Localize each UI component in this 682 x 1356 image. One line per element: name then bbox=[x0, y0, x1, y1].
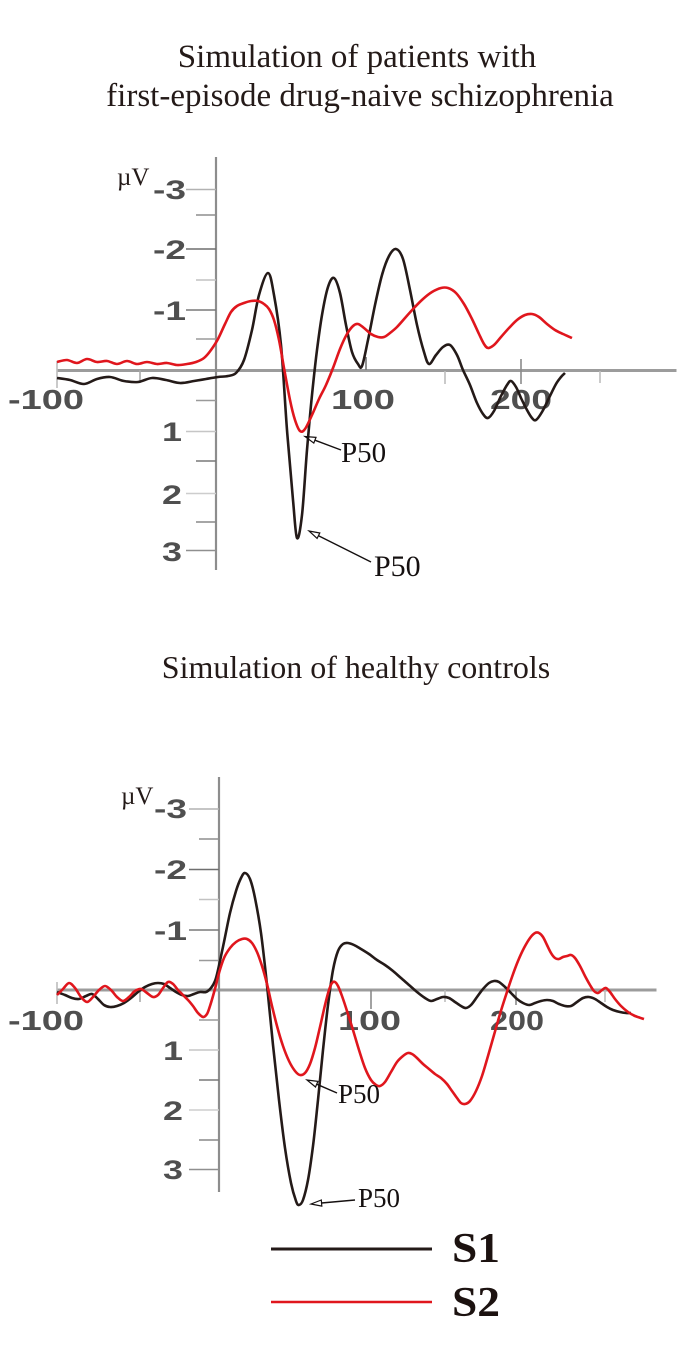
svg-text:µV: µV bbox=[117, 164, 149, 191]
svg-text:-3: -3 bbox=[154, 794, 187, 824]
svg-text:100: 100 bbox=[331, 384, 395, 415]
svg-text:Simulation of healthy controls: Simulation of healthy controls bbox=[162, 649, 550, 685]
svg-text:3: 3 bbox=[163, 1155, 183, 1185]
svg-text:-2: -2 bbox=[153, 235, 186, 265]
svg-text:-100: -100 bbox=[8, 384, 84, 415]
svg-text:3: 3 bbox=[162, 537, 182, 567]
svg-text:P50: P50 bbox=[358, 1183, 400, 1213]
svg-text:-2: -2 bbox=[154, 855, 187, 885]
svg-text:-1: -1 bbox=[154, 916, 187, 946]
svg-text:P50: P50 bbox=[374, 550, 421, 583]
svg-text:P50: P50 bbox=[338, 1079, 380, 1109]
svg-text:S2: S2 bbox=[452, 1280, 500, 1326]
svg-text:P50: P50 bbox=[341, 437, 386, 469]
svg-text:-100: -100 bbox=[8, 1005, 84, 1036]
svg-text:1: 1 bbox=[162, 417, 182, 447]
svg-text:1: 1 bbox=[163, 1036, 183, 1066]
svg-text:-3: -3 bbox=[153, 175, 186, 205]
svg-text:S1: S1 bbox=[452, 1226, 500, 1272]
svg-text:-1: -1 bbox=[153, 296, 186, 326]
svg-text:first-episode drug-naive schiz: first-episode drug-naive schizophrenia bbox=[106, 78, 614, 114]
svg-text:2: 2 bbox=[163, 1096, 183, 1126]
svg-text:µV: µV bbox=[121, 783, 153, 810]
svg-text:Simulation of patients with: Simulation of patients with bbox=[178, 39, 537, 75]
svg-text:2: 2 bbox=[162, 480, 182, 510]
svg-text:100: 100 bbox=[338, 1005, 401, 1036]
